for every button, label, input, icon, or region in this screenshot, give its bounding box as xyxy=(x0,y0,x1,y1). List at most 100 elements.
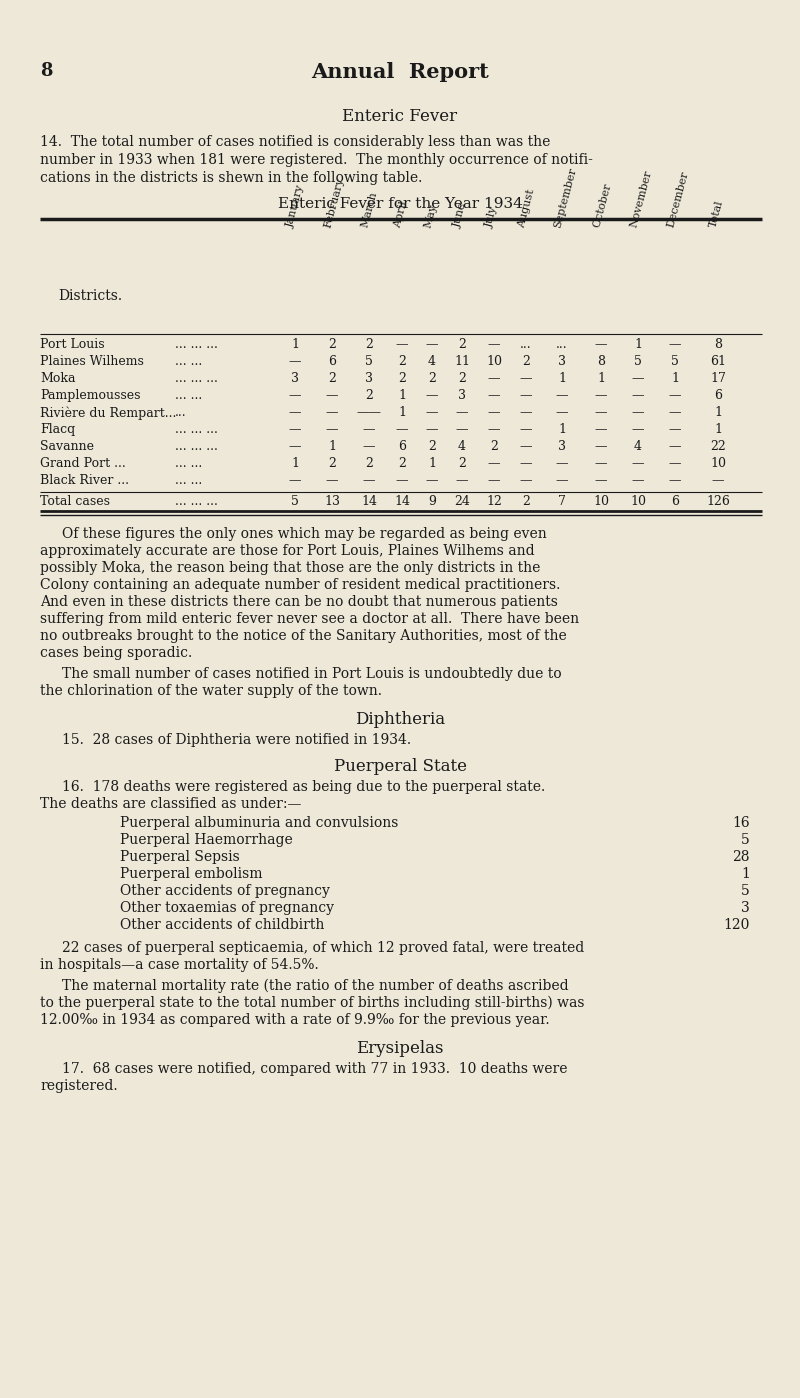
Text: 13: 13 xyxy=(324,495,340,507)
Text: —: — xyxy=(594,474,607,487)
Text: —: — xyxy=(456,424,468,436)
Text: 14.  The total number of cases notified is considerably less than was the: 14. The total number of cases notified i… xyxy=(40,136,550,150)
Text: 16.  178 deaths were registered as being due to the puerperal state.: 16. 178 deaths were registered as being … xyxy=(62,780,546,794)
Text: —: — xyxy=(488,338,500,351)
Text: 1: 1 xyxy=(597,372,605,384)
Text: —: — xyxy=(632,389,644,403)
Text: 1: 1 xyxy=(398,389,406,403)
Text: Other accidents of childbirth: Other accidents of childbirth xyxy=(120,918,324,932)
Text: —: — xyxy=(488,405,500,419)
Text: 8: 8 xyxy=(714,338,722,351)
Text: 16: 16 xyxy=(732,816,750,830)
Text: Moka: Moka xyxy=(40,372,75,384)
Text: —: — xyxy=(289,405,302,419)
Text: 9: 9 xyxy=(428,495,436,507)
Text: Other toxaemias of pregnancy: Other toxaemias of pregnancy xyxy=(120,900,334,916)
Text: The deaths are classified as under:—: The deaths are classified as under:— xyxy=(40,797,302,811)
Text: 6: 6 xyxy=(398,440,406,453)
Text: 5: 5 xyxy=(291,495,299,507)
Text: —: — xyxy=(396,424,408,436)
Text: —: — xyxy=(326,389,338,403)
Text: 5: 5 xyxy=(365,355,373,368)
Text: ... ... ...: ... ... ... xyxy=(175,424,218,436)
Text: 15.  28 cases of Diphtheria were notified in 1934.: 15. 28 cases of Diphtheria were notified… xyxy=(62,733,411,747)
Text: —: — xyxy=(556,457,568,470)
Text: the chlorination of the water supply of the town.: the chlorination of the water supply of … xyxy=(40,684,382,698)
Text: —: — xyxy=(426,338,438,351)
Text: April: April xyxy=(392,200,409,229)
Text: —: — xyxy=(632,474,644,487)
Text: 3: 3 xyxy=(458,389,466,403)
Text: 10: 10 xyxy=(593,495,609,507)
Text: May: May xyxy=(422,203,438,229)
Text: Savanne: Savanne xyxy=(40,440,94,453)
Text: —: — xyxy=(326,474,338,487)
Text: Grand Port ...: Grand Port ... xyxy=(40,457,126,470)
Text: Puerperal albuminuria and convulsions: Puerperal albuminuria and convulsions xyxy=(120,816,398,830)
Text: 2: 2 xyxy=(490,440,498,453)
Text: —: — xyxy=(520,457,532,470)
Text: ... ... ...: ... ... ... xyxy=(175,338,218,351)
Text: —: — xyxy=(520,405,532,419)
Text: 8: 8 xyxy=(40,62,53,80)
Text: 22 cases of puerperal septicaemia, of which 12 proved fatal, were treated: 22 cases of puerperal septicaemia, of wh… xyxy=(62,941,584,955)
Text: 22: 22 xyxy=(710,440,726,453)
Text: ... ... ...: ... ... ... xyxy=(175,372,218,384)
Text: 1: 1 xyxy=(398,405,406,419)
Text: —: — xyxy=(289,440,302,453)
Text: 2: 2 xyxy=(522,495,530,507)
Text: —: — xyxy=(362,474,375,487)
Text: 120: 120 xyxy=(724,918,750,932)
Text: 12: 12 xyxy=(486,495,502,507)
Text: 1: 1 xyxy=(291,338,299,351)
Text: 24: 24 xyxy=(454,495,470,507)
Text: 3: 3 xyxy=(558,355,566,368)
Text: —: — xyxy=(594,424,607,436)
Text: —: — xyxy=(326,405,338,419)
Text: Black River ...: Black River ... xyxy=(40,474,129,487)
Text: January: January xyxy=(286,185,306,229)
Text: —: — xyxy=(669,440,682,453)
Text: 5: 5 xyxy=(742,884,750,898)
Text: —: — xyxy=(488,424,500,436)
Text: 10: 10 xyxy=(630,495,646,507)
Text: 1: 1 xyxy=(714,424,722,436)
Text: —: — xyxy=(426,424,438,436)
Text: to the puerperal state to the total number of births including still-births) was: to the puerperal state to the total numb… xyxy=(40,995,585,1011)
Text: —: — xyxy=(594,457,607,470)
Text: —: — xyxy=(669,405,682,419)
Text: 2: 2 xyxy=(398,372,406,384)
Text: 10: 10 xyxy=(486,355,502,368)
Text: in hospitals—a case mortality of 54.5%.: in hospitals—a case mortality of 54.5%. xyxy=(40,958,318,972)
Text: —: — xyxy=(488,372,500,384)
Text: —: — xyxy=(362,424,375,436)
Text: 12.00‰ in 1934 as compared with a rate of 9.9‰ for the previous year.: 12.00‰ in 1934 as compared with a rate o… xyxy=(40,1014,550,1028)
Text: —: — xyxy=(488,389,500,403)
Text: —: — xyxy=(520,474,532,487)
Text: 10: 10 xyxy=(710,457,726,470)
Text: 17.  68 cases were notified, compared with 77 in 1933.  10 deaths were: 17. 68 cases were notified, compared wit… xyxy=(62,1062,567,1076)
Text: —: — xyxy=(426,389,438,403)
Text: 2: 2 xyxy=(458,372,466,384)
Text: 2: 2 xyxy=(428,372,436,384)
Text: 2: 2 xyxy=(398,355,406,368)
Text: 1: 1 xyxy=(741,867,750,881)
Text: Erysipelas: Erysipelas xyxy=(356,1040,444,1057)
Text: And even in these districts there can be no doubt that numerous patients: And even in these districts there can be… xyxy=(40,596,558,610)
Text: —: — xyxy=(520,389,532,403)
Text: 1: 1 xyxy=(714,405,722,419)
Text: September: September xyxy=(552,166,578,229)
Text: no outbreaks brought to the notice of the Sanitary Authorities, most of the: no outbreaks brought to the notice of th… xyxy=(40,629,566,643)
Text: Plaines Wilhems: Plaines Wilhems xyxy=(40,355,144,368)
Text: ... ...: ... ... xyxy=(175,389,202,403)
Text: ... ... ...: ... ... ... xyxy=(175,440,218,453)
Text: —: — xyxy=(289,474,302,487)
Text: 17: 17 xyxy=(710,372,726,384)
Text: 3: 3 xyxy=(742,900,750,916)
Text: Of these figures the only ones which may be regarded as being even: Of these figures the only ones which may… xyxy=(62,527,546,541)
Text: 2: 2 xyxy=(458,338,466,351)
Text: —: — xyxy=(669,424,682,436)
Text: 2: 2 xyxy=(365,389,373,403)
Text: 11: 11 xyxy=(454,355,470,368)
Text: 7: 7 xyxy=(558,495,566,507)
